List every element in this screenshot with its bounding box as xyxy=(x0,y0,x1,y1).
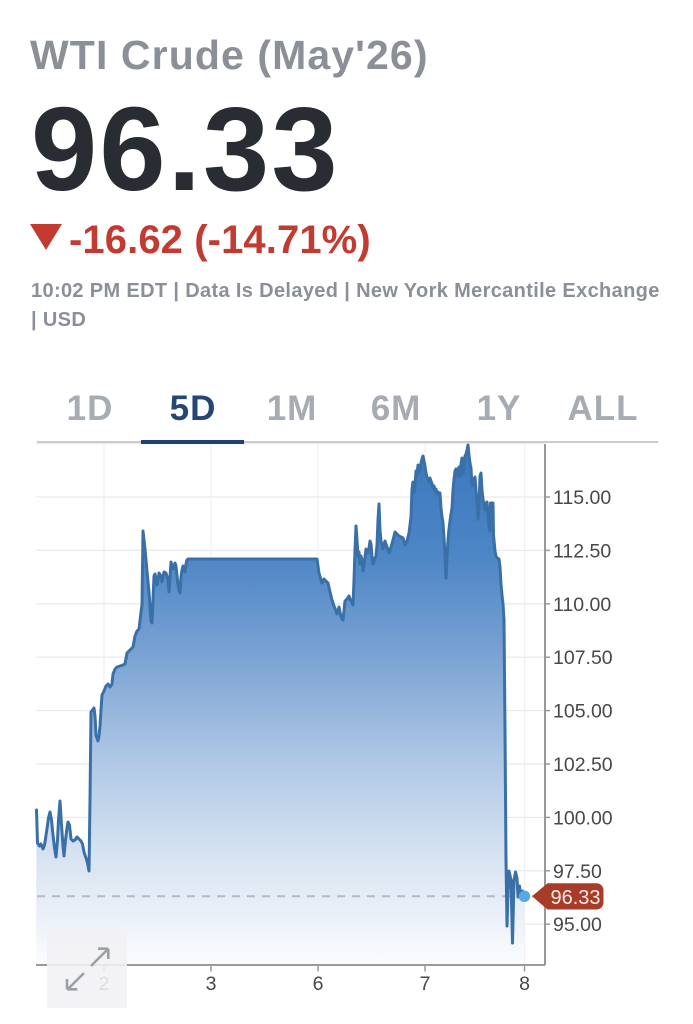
svg-text:96.33: 96.33 xyxy=(550,887,600,909)
svg-text:95.00: 95.00 xyxy=(553,914,602,936)
svg-text:105.00: 105.00 xyxy=(553,701,613,723)
svg-text:7: 7 xyxy=(420,973,431,995)
svg-text:100.00: 100.00 xyxy=(553,807,613,829)
svg-text:102.50: 102.50 xyxy=(553,754,613,776)
svg-text:112.50: 112.50 xyxy=(553,540,611,562)
svg-text:3: 3 xyxy=(206,973,217,995)
svg-text:8: 8 xyxy=(519,973,530,995)
svg-text:107.50: 107.50 xyxy=(553,647,613,669)
svg-text:6: 6 xyxy=(313,973,324,995)
svg-text:110.00: 110.00 xyxy=(553,594,611,616)
svg-text:97.50: 97.50 xyxy=(553,861,602,883)
svg-text:115.00: 115.00 xyxy=(553,487,611,509)
